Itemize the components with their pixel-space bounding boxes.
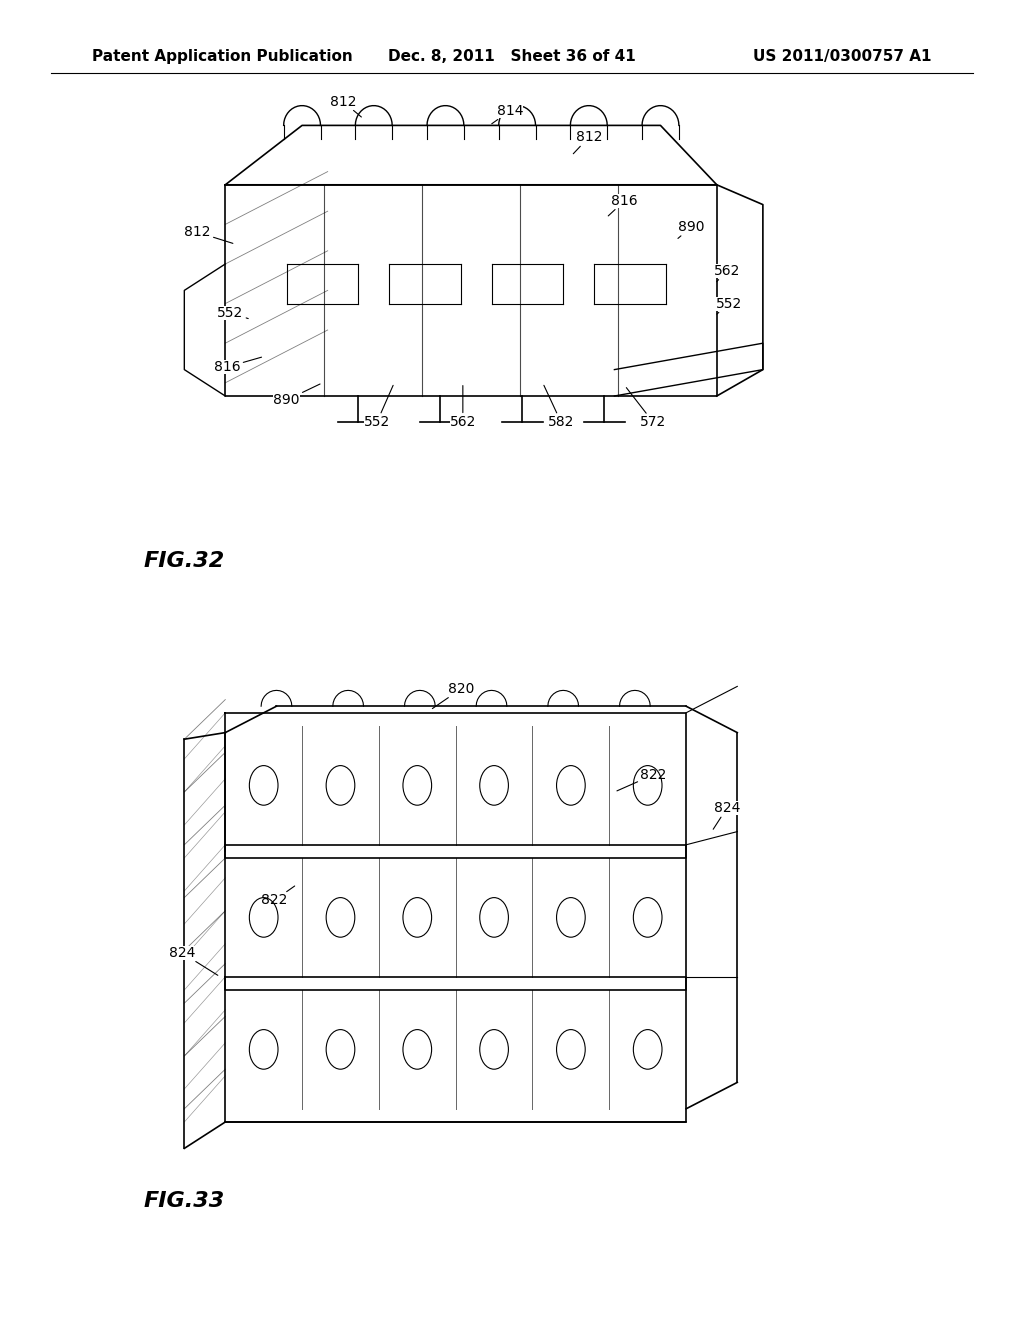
- Text: US 2011/0300757 A1: US 2011/0300757 A1: [754, 49, 932, 65]
- Text: 820: 820: [432, 682, 474, 709]
- Text: 822: 822: [616, 768, 667, 791]
- Text: 890: 890: [273, 384, 321, 407]
- Text: 816: 816: [608, 194, 638, 216]
- Text: 824: 824: [169, 946, 218, 975]
- Text: 812: 812: [573, 131, 602, 153]
- Text: 814: 814: [492, 104, 523, 124]
- Text: 562: 562: [714, 264, 740, 281]
- Text: 822: 822: [261, 886, 295, 907]
- Text: 816: 816: [214, 358, 261, 374]
- Text: FIG.33: FIG.33: [143, 1191, 225, 1212]
- Text: 812: 812: [330, 95, 361, 117]
- Text: 824: 824: [713, 801, 740, 829]
- Text: Dec. 8, 2011   Sheet 36 of 41: Dec. 8, 2011 Sheet 36 of 41: [388, 49, 636, 65]
- Text: 890: 890: [678, 220, 705, 239]
- Text: 582: 582: [544, 385, 574, 429]
- Text: 812: 812: [184, 226, 232, 243]
- Text: 552: 552: [217, 306, 248, 319]
- Text: 572: 572: [627, 388, 667, 429]
- Text: 552: 552: [364, 385, 393, 429]
- Text: 562: 562: [450, 385, 476, 429]
- Text: Patent Application Publication: Patent Application Publication: [92, 49, 353, 65]
- Text: FIG.32: FIG.32: [143, 550, 225, 572]
- Text: 552: 552: [716, 297, 742, 314]
